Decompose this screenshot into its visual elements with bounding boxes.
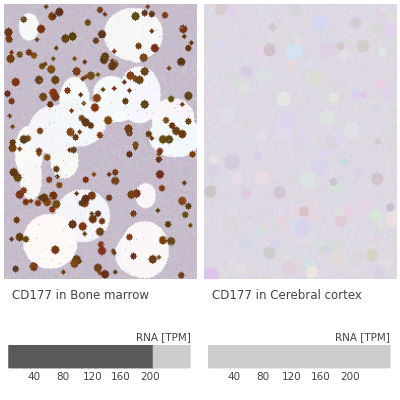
FancyBboxPatch shape [44,345,53,368]
FancyBboxPatch shape [102,345,111,368]
Text: 40: 40 [28,372,41,382]
FancyBboxPatch shape [331,345,340,368]
FancyBboxPatch shape [302,345,311,368]
Text: 160: 160 [311,372,331,382]
FancyBboxPatch shape [324,345,333,368]
FancyBboxPatch shape [338,345,347,368]
FancyBboxPatch shape [273,345,282,368]
FancyBboxPatch shape [244,345,253,368]
FancyBboxPatch shape [80,345,90,368]
FancyBboxPatch shape [66,345,75,368]
FancyBboxPatch shape [182,345,191,368]
FancyBboxPatch shape [345,345,354,368]
Text: 80: 80 [256,372,270,382]
FancyBboxPatch shape [208,345,217,368]
FancyBboxPatch shape [153,345,162,368]
FancyBboxPatch shape [352,345,362,368]
FancyBboxPatch shape [230,345,239,368]
Text: CD177 in Cerebral cortex: CD177 in Cerebral cortex [212,289,362,302]
Text: 160: 160 [111,372,131,382]
FancyBboxPatch shape [95,345,104,368]
FancyBboxPatch shape [30,345,39,368]
Text: 120: 120 [82,372,102,382]
FancyBboxPatch shape [131,345,140,368]
FancyBboxPatch shape [215,345,224,368]
FancyBboxPatch shape [252,345,260,368]
FancyBboxPatch shape [295,345,304,368]
Text: 80: 80 [57,372,70,382]
FancyBboxPatch shape [160,345,169,368]
Text: 200: 200 [340,372,360,382]
FancyBboxPatch shape [37,345,46,368]
FancyBboxPatch shape [259,345,268,368]
FancyBboxPatch shape [88,345,97,368]
FancyBboxPatch shape [288,345,296,368]
Text: RNA [TPM]: RNA [TPM] [335,332,390,342]
FancyBboxPatch shape [266,345,275,368]
Text: 40: 40 [228,372,241,382]
FancyBboxPatch shape [8,345,17,368]
FancyBboxPatch shape [167,345,176,368]
FancyBboxPatch shape [124,345,133,368]
FancyBboxPatch shape [23,345,32,368]
FancyBboxPatch shape [146,345,154,368]
FancyBboxPatch shape [382,345,390,368]
Text: 200: 200 [140,372,160,382]
FancyBboxPatch shape [309,345,318,368]
Text: CD177 in Bone marrow: CD177 in Bone marrow [12,289,149,302]
FancyBboxPatch shape [237,345,246,368]
Text: 120: 120 [282,372,302,382]
FancyBboxPatch shape [280,345,289,368]
FancyBboxPatch shape [109,345,118,368]
FancyBboxPatch shape [316,345,326,368]
FancyBboxPatch shape [138,345,147,368]
FancyBboxPatch shape [360,345,369,368]
FancyBboxPatch shape [367,345,376,368]
FancyBboxPatch shape [52,345,60,368]
FancyBboxPatch shape [16,345,24,368]
FancyBboxPatch shape [374,345,383,368]
FancyBboxPatch shape [117,345,126,368]
FancyBboxPatch shape [59,345,68,368]
FancyBboxPatch shape [73,345,82,368]
FancyBboxPatch shape [222,345,232,368]
FancyBboxPatch shape [174,345,184,368]
Text: RNA [TPM]: RNA [TPM] [136,332,190,342]
